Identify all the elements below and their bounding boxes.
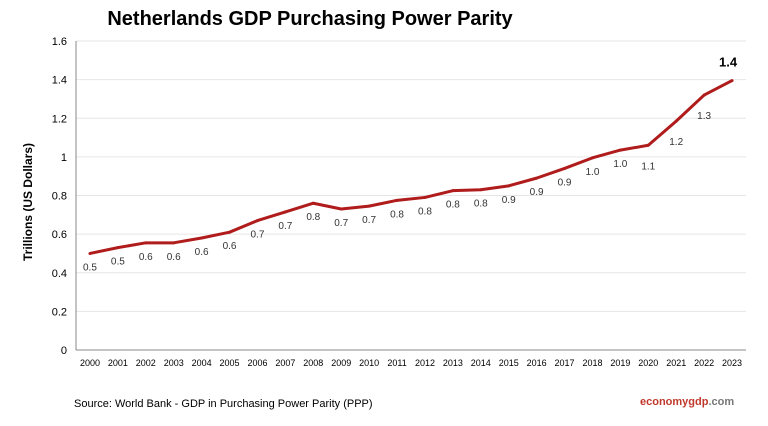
data-point [144, 241, 148, 245]
data-label: 0.8 [474, 199, 488, 210]
data-point [116, 246, 120, 250]
data-label: 0.9 [502, 195, 516, 206]
series-line [89, 79, 733, 255]
data-label: 1.3 [697, 111, 711, 122]
data-label: 0.9 [558, 177, 572, 188]
x-tick-label: 2019 [610, 358, 630, 368]
data-point [283, 210, 287, 214]
data-label: 1.1 [641, 161, 655, 172]
x-tick-label: 2017 [555, 358, 575, 368]
data-label: 0.7 [278, 221, 292, 232]
y-tick-label: 1.4 [52, 75, 67, 87]
data-label: 0.6 [139, 252, 153, 263]
data-point [311, 201, 315, 205]
y-tick-label: 0.2 [52, 306, 67, 318]
data-label: 0.7 [334, 218, 348, 229]
data-point [479, 188, 483, 192]
data-point [423, 195, 427, 199]
data-label: 1.0 [586, 167, 600, 178]
data-point [674, 119, 678, 123]
data-label: 0.5 [111, 257, 125, 268]
x-tick-label: 2007 [275, 358, 295, 368]
data-label: 0.9 [530, 187, 544, 198]
x-tick-label: 2010 [359, 358, 379, 368]
x-tick-label: 2005 [220, 358, 240, 368]
y-tick-label: 0.8 [52, 191, 67, 203]
y-tick-label: 0 [61, 345, 67, 357]
data-point [618, 148, 622, 152]
data-label: 0.5 [83, 262, 97, 273]
data-point [367, 204, 371, 208]
data-label: 0.6 [195, 247, 209, 258]
x-tick-label: 2008 [303, 358, 323, 368]
x-tick-label: 2002 [136, 358, 156, 368]
data-point [200, 236, 204, 240]
y-tick-label: 0.4 [52, 268, 67, 280]
data-point [451, 189, 455, 193]
data-point [702, 93, 706, 97]
x-tick-label: 2006 [247, 358, 267, 368]
x-tick-label: 2016 [527, 358, 547, 368]
x-tick-label: 2001 [108, 358, 128, 368]
x-tick-label: 2012 [415, 358, 435, 368]
data-point [535, 176, 539, 180]
data-label: 0.6 [167, 252, 181, 263]
brand-logo: economygdp.com [640, 396, 735, 408]
x-tick-label: 2023 [722, 358, 742, 368]
x-tick-label: 2003 [164, 358, 184, 368]
y-tick-label: 1 [61, 152, 67, 164]
data-label: 0.8 [306, 212, 320, 223]
data-label: 0.7 [251, 230, 265, 241]
chart-title: Netherlands GDP Purchasing Power Parity [107, 8, 513, 30]
y-tick-label: 1.2 [52, 113, 67, 125]
x-tick-label: 2000 [80, 358, 100, 368]
data-label: 1.0 [613, 159, 627, 170]
x-tick-label: 2020 [638, 358, 658, 368]
data-point [339, 207, 343, 211]
data-label: 1.2 [669, 137, 683, 148]
data-point [172, 241, 176, 245]
x-tick-label: 2018 [582, 358, 602, 368]
x-tick-label: 2004 [192, 358, 212, 368]
data-point [255, 219, 259, 223]
data-label: 0.6 [223, 241, 237, 252]
x-tick-label: 2014 [471, 358, 491, 368]
data-point [563, 166, 567, 170]
data-label: 0.8 [446, 200, 460, 211]
data-label: 0.7 [362, 215, 376, 226]
data-point [88, 251, 92, 255]
data-point [590, 156, 594, 160]
data-label: 0.8 [418, 206, 432, 217]
data-label: 0.8 [390, 209, 404, 220]
data-point [507, 184, 511, 188]
data-point [646, 143, 650, 147]
x-tick-label: 2009 [331, 358, 351, 368]
data-label: 1.4 [719, 55, 738, 70]
data-point [228, 230, 232, 234]
x-tick-label: 2021 [666, 358, 686, 368]
source-note: Source: World Bank - GDP in Purchasing P… [74, 398, 373, 410]
x-tick-label: 2022 [694, 358, 714, 368]
data-point [730, 79, 734, 83]
data-point [395, 198, 399, 202]
x-tick-label: 2011 [387, 358, 406, 368]
x-tick-label: 2013 [443, 358, 463, 368]
y-tick-label: 0.6 [52, 229, 67, 241]
x-tick-label: 2015 [499, 358, 519, 368]
y-tick-label: 1.6 [52, 36, 67, 48]
